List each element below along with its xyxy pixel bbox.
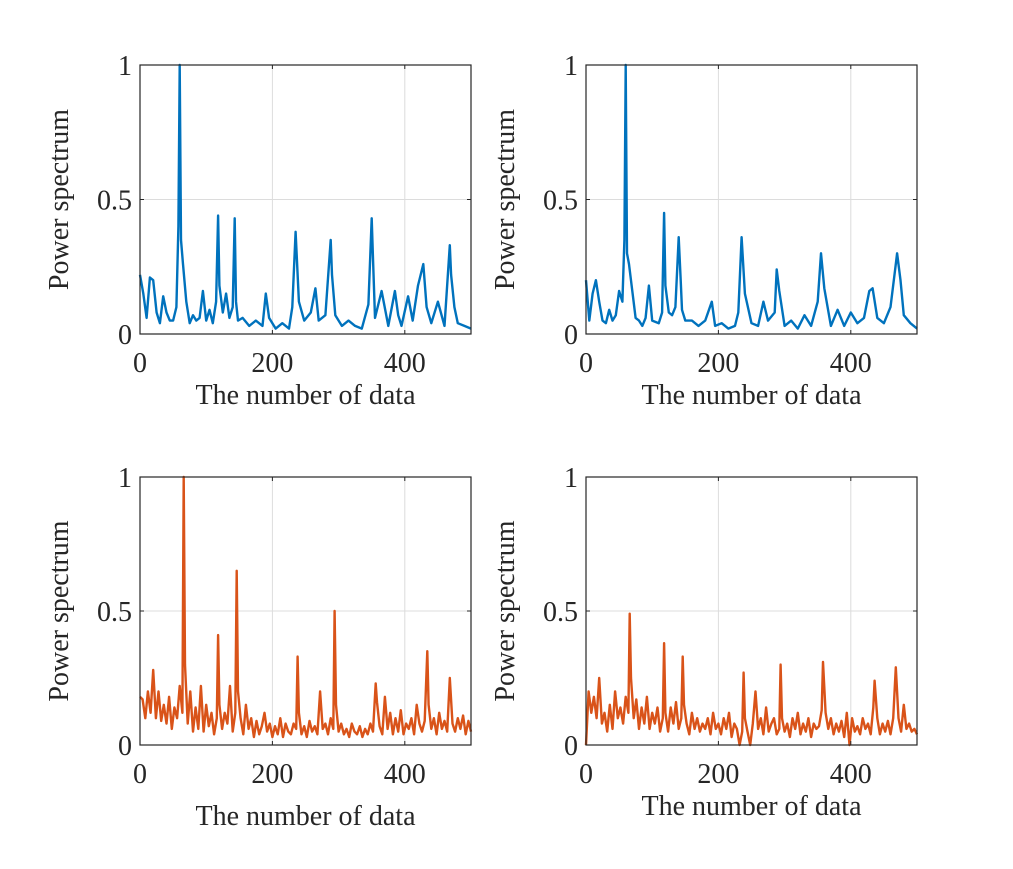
y-axis-label: Power spectrum bbox=[490, 109, 521, 290]
y-tick-label: 0 bbox=[564, 731, 578, 762]
y-tick-label: 1 bbox=[118, 463, 132, 494]
y-axis-label: Power spectrum bbox=[490, 520, 521, 701]
x-tick-label: 400 bbox=[830, 348, 872, 379]
y-tick-label: 1 bbox=[118, 51, 132, 82]
y-tick-label: 1 bbox=[564, 51, 578, 82]
y-tick-label: 0.5 bbox=[543, 597, 578, 628]
x-tick-label: 0 bbox=[133, 348, 147, 379]
series-line bbox=[584, 63, 918, 330]
x-axis-label: The number of data bbox=[195, 380, 416, 411]
y-axis-label: Power spectrum bbox=[44, 520, 75, 701]
x-tick-label: 0 bbox=[579, 348, 593, 379]
series-line bbox=[139, 475, 473, 739]
x-tick-label: 200 bbox=[697, 348, 739, 379]
x-axis-label: The number of data bbox=[641, 380, 862, 411]
y-tick-label: 0.5 bbox=[97, 597, 132, 628]
x-tick-label: 400 bbox=[830, 759, 872, 790]
x-tick-label: 200 bbox=[251, 348, 293, 379]
x-tick-label: 0 bbox=[579, 759, 593, 790]
subplot-4: 0 200 400 0 0.5 1 The number of data Power spec… bbox=[490, 463, 919, 822]
y-axis-label: Power spectrum bbox=[44, 109, 75, 290]
y-tick-label: 1 bbox=[564, 463, 578, 494]
y-tick-label: 0 bbox=[118, 731, 132, 762]
subplot-2: 0 200 400 0 0.5 1 The number of data Power spec… bbox=[490, 51, 918, 411]
y-tick-label: 0 bbox=[118, 320, 132, 351]
x-tick-label: 200 bbox=[251, 759, 293, 790]
x-axis-label: The number of data bbox=[195, 801, 416, 832]
series-line bbox=[138, 63, 472, 330]
y-tick-label: 0 bbox=[564, 320, 578, 351]
subplot-1: 0 200 400 0 0.5 1 The number of data Power spec… bbox=[44, 51, 472, 411]
y-tick-label: 0.5 bbox=[97, 186, 132, 217]
series-line bbox=[584, 612, 919, 747]
x-tick-label: 200 bbox=[697, 759, 739, 790]
x-tick-label: 0 bbox=[133, 759, 147, 790]
x-tick-label: 400 bbox=[384, 348, 426, 379]
x-axis-label: The number of data bbox=[641, 791, 862, 822]
y-tick-label: 0.5 bbox=[543, 186, 578, 217]
x-tick-label: 400 bbox=[384, 759, 426, 790]
subplot-3: 0 200 400 0 0.5 1 The number of data Power spec… bbox=[44, 463, 473, 832]
